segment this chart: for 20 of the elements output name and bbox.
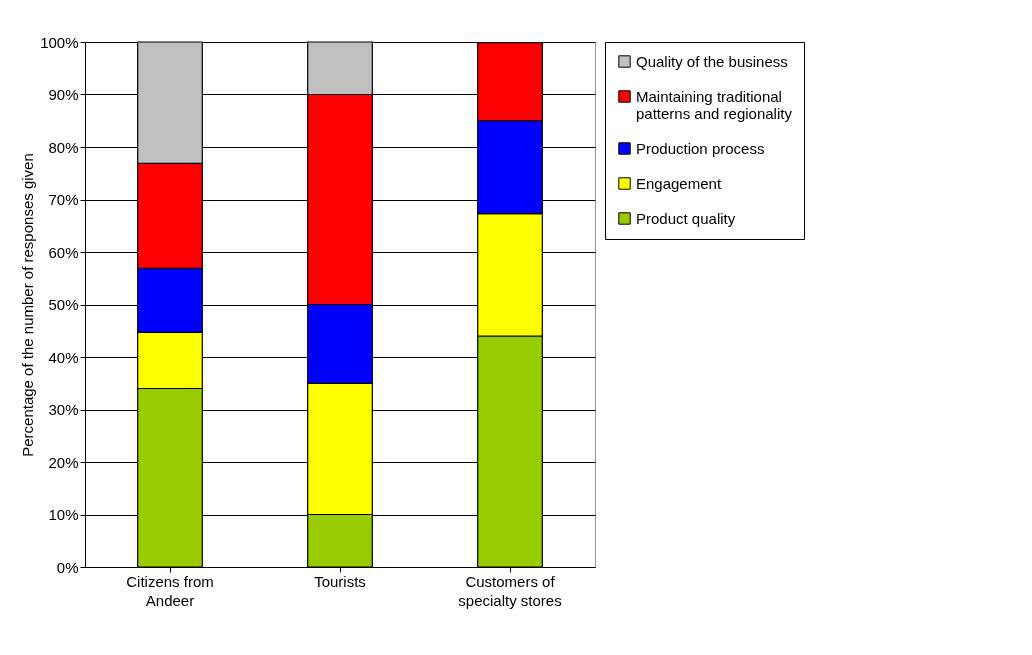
- y-tick-label: 40%: [48, 348, 79, 366]
- y-tick-label: 10%: [48, 506, 79, 523]
- y-tick-label: 70%: [48, 191, 79, 208]
- y-tick-label: 60%: [48, 243, 79, 261]
- y-axis-title: Percentage of the number of responses given: [19, 153, 37, 457]
- y-tick-label: 0%: [56, 558, 79, 576]
- legend-label: Production process: [636, 139, 765, 157]
- x-tick-label: Tourists: [314, 572, 366, 590]
- y-tick-label: 30%: [48, 401, 79, 418]
- legend-label: Maintaining traditional patterns and regionality: [636, 87, 793, 122]
- x-tick-label: Customers of specialty stores: [458, 572, 562, 609]
- y-tick-label: 80%: [48, 138, 79, 156]
- y-tick-label: 50%: [48, 296, 79, 313]
- y-tick-label: 20%: [48, 453, 79, 471]
- x-tick-label: Citizens from Andeer: [126, 572, 214, 609]
- y-tick-label: 100%: [40, 33, 79, 51]
- legend-label: Engagement: [636, 174, 722, 192]
- legend-label: Product quality: [636, 209, 736, 227]
- legend-label: Quality of the business: [636, 52, 788, 70]
- y-tick-label: 90%: [48, 86, 79, 103]
